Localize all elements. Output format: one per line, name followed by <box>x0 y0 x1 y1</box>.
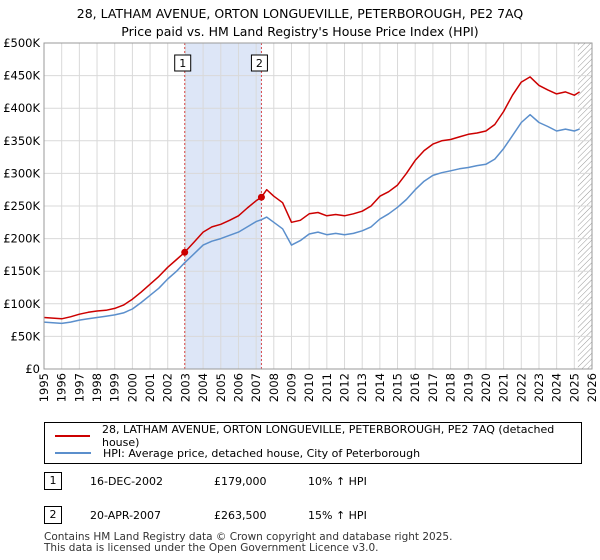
property-price-line <box>43 76 580 320</box>
x-tick-label: 2001 <box>143 373 157 402</box>
y-tick-label: £200K <box>3 232 40 246</box>
sale-price: £263,500 <box>214 509 267 522</box>
sale-label-box <box>174 54 192 72</box>
y-tick-label: £50K <box>11 329 41 343</box>
legend-label-property: 28, LATHAM AVENUE, ORTON LONGUEVILLE, PE… <box>101 423 555 449</box>
sale-number-badge: 1 <box>44 472 62 490</box>
y-tick-label: £400K <box>3 101 40 115</box>
x-tick-label: 2009 <box>284 373 298 402</box>
sale-hpi-change: 15% ↑ HPI <box>308 509 367 522</box>
x-tick-label: 2023 <box>532 373 546 402</box>
x-tick-label: 2025 <box>567 373 581 402</box>
y-tick-label: £350K <box>3 134 40 148</box>
legend: 28, LATHAM AVENUE, ORTON LONGUEVILLE, PE… <box>44 422 582 464</box>
x-tick-label: 2007 <box>249 373 263 402</box>
y-tick-label: £150K <box>3 264 40 278</box>
x-tick-label: 2013 <box>355 373 369 402</box>
x-tick-label: 2004 <box>196 373 210 402</box>
x-tick-label: 2002 <box>161 373 175 402</box>
sale-label-text: 2 <box>256 57 263 70</box>
x-tick-label: 1998 <box>90 373 104 402</box>
x-tick-label: 1995 <box>37 373 51 402</box>
sale-date: 16-DEC-2002 <box>90 475 164 488</box>
sale-price: £179,000 <box>214 475 267 488</box>
x-tick-label: 2022 <box>514 373 528 402</box>
x-tick-label: 2019 <box>461 373 475 402</box>
legend-item-property: 28, LATHAM AVENUE, ORTON LONGUEVILLE, PE… <box>55 423 581 449</box>
x-tick-label: 2005 <box>214 373 228 402</box>
sale-label-text: 1 <box>179 57 186 70</box>
y-tick-label: £0 <box>25 362 40 376</box>
x-tick-label: 2016 <box>408 373 422 402</box>
chart-subtitle: Price paid vs. HM Land Registry's House … <box>121 24 479 39</box>
x-tick-label: 2021 <box>497 373 511 402</box>
y-tick-label: £500K <box>3 36 40 50</box>
chart-title: 28, LATHAM AVENUE, ORTON LONGUEVILLE, PE… <box>76 6 524 21</box>
legend-label-hpi: HPI: Average price, detached house, City… <box>103 446 421 460</box>
legend-item-hpi: HPI: Average price, detached house, City… <box>55 445 420 461</box>
hpi-line <box>43 113 580 325</box>
footer-licence: This data is licensed under the Open Gov… <box>44 542 379 554</box>
legend-swatch-hpi <box>55 452 91 454</box>
x-tick-label: 2017 <box>426 373 440 402</box>
sale-row: 1 16-DEC-2002 £179,000 10% ↑ HPI <box>44 472 584 492</box>
x-tick-label: 2018 <box>444 373 458 402</box>
plot-border <box>43 42 593 370</box>
x-tick-label: 2003 <box>178 373 192 402</box>
x-tick-label: 2008 <box>267 373 281 402</box>
x-tick-label: 2000 <box>125 373 139 402</box>
sale-row: 2 20-APR-2007 £263,500 15% ↑ HPI <box>44 506 584 526</box>
x-tick-label: 1997 <box>72 373 86 402</box>
x-tick-label: 2010 <box>302 373 316 402</box>
x-tick-label: 2012 <box>338 373 352 402</box>
sale-point <box>181 248 189 256</box>
sale-number-badge: 2 <box>44 506 62 524</box>
price-chart: £0 £50K £100K £150K £200K £250K £300K £350K £400… <box>3 36 599 402</box>
x-tick-label: 2024 <box>550 373 564 402</box>
x-tick-label: 2020 <box>479 373 493 402</box>
x-tick-label: 1996 <box>55 373 69 402</box>
y-tick-label: £250K <box>3 199 40 213</box>
sale-date: 20-APR-2007 <box>90 509 162 522</box>
y-tick-label: £300K <box>3 166 40 180</box>
footer-copyright: Contains HM Land Registry data © Crown c… <box>44 531 453 543</box>
legend-swatch-property <box>55 435 90 437</box>
x-tick-label: 2026 <box>585 373 599 402</box>
x-tick-label: 2014 <box>373 373 387 402</box>
footer: Contains HM Land Registry data © Crown c… <box>44 532 452 554</box>
x-tick-label: 2006 <box>231 373 245 402</box>
y-tick-label: £450K <box>3 69 40 83</box>
sale-hpi-change: 10% ↑ HPI <box>308 475 367 488</box>
x-tick-label: 1999 <box>108 373 122 402</box>
y-tick-label: £100K <box>3 297 40 311</box>
sale-point <box>257 193 265 201</box>
sale-label-box <box>250 54 268 72</box>
x-tick-label: 2011 <box>320 373 334 402</box>
x-tick-label: 2015 <box>391 373 405 402</box>
